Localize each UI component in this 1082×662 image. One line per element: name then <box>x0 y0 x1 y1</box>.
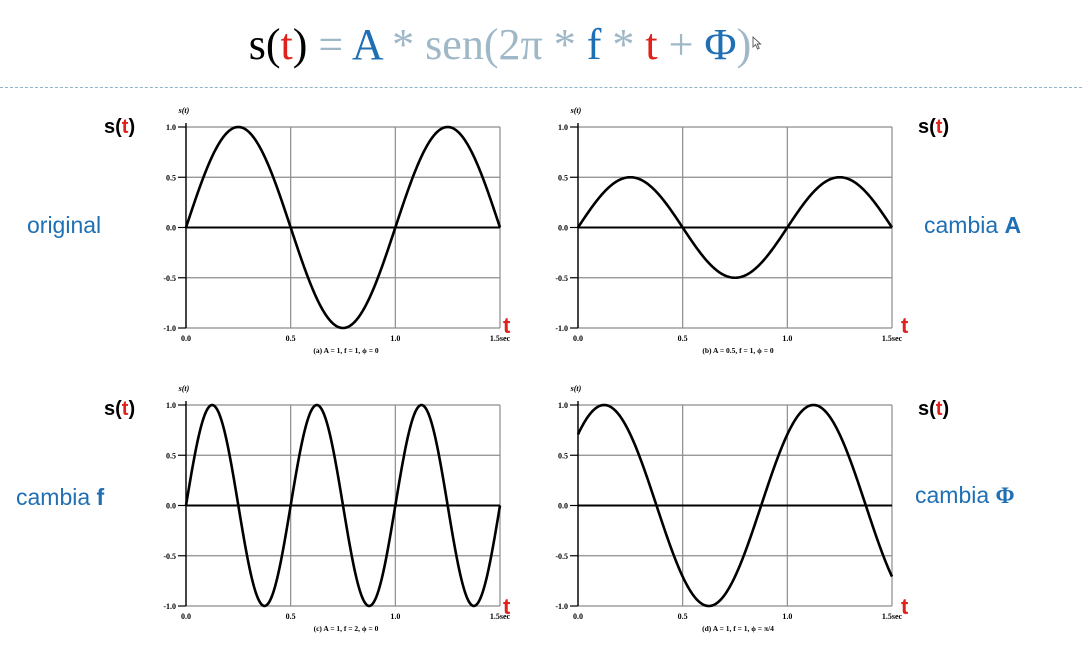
series-line <box>184 403 502 608</box>
formula-t: t <box>280 20 293 69</box>
x-tick-label: 1.5sec <box>882 612 903 621</box>
label-cambia-phi: cambia Φ <box>915 482 1015 508</box>
y-tick-label: -0.5 <box>555 274 568 283</box>
x-tick-label: 0.0 <box>573 612 583 621</box>
label-cambia-f: cambia f <box>16 484 105 510</box>
formula-op: * <box>381 20 426 69</box>
y-tick-label: 0.0 <box>558 224 568 233</box>
formula-plus: + <box>657 20 705 69</box>
chart-caption: (a) A = 1, f = 1, ϕ = 0 <box>313 346 378 355</box>
st-label-bottom-left: s(t) <box>104 398 136 420</box>
x-tick-label: 0.0 <box>181 334 191 343</box>
t-axis-label-b: t <box>901 313 909 338</box>
x-tick-label: 0.5 <box>678 612 688 621</box>
y-tick-label: 0.0 <box>558 502 568 511</box>
header-divider <box>0 87 1082 88</box>
y-tick-label: -1.0 <box>555 324 568 333</box>
y-tick-label: 0.5 <box>558 451 568 460</box>
x-tick-label: 0.5 <box>678 334 688 343</box>
chart-panel-0: 1.0 0.5 0.0 -0.5 -1.0 0.0 0.5 1.0 1.5sec s(t) (a) … <box>163 106 510 355</box>
st-label-top-right: s(t) <box>918 116 950 138</box>
x-tick-label: 1.5sec <box>490 334 511 343</box>
x-tick-label: 1.0 <box>782 334 792 343</box>
x-tick-label: 1.5sec <box>490 612 511 621</box>
label-original: original <box>27 212 102 238</box>
y-tick-label: -0.5 <box>163 552 176 561</box>
y-tick-label: -0.5 <box>555 552 568 561</box>
y-tick-label: 0.0 <box>166 224 176 233</box>
st-label-top-left: s(t) <box>104 116 136 138</box>
chart-panel-3: 1.0 0.5 0.0 -0.5 -1.0 0.0 0.5 1.0 1.5sec s(t) (d) … <box>555 384 902 633</box>
st-label-bottom-right: s(t) <box>918 398 950 420</box>
x-tick-label: 0.5 <box>286 612 296 621</box>
y-tick-label: 0.0 <box>166 502 176 511</box>
y-tick-label: 1.0 <box>558 123 568 132</box>
formula-time: t <box>645 20 658 69</box>
series-line <box>576 403 894 608</box>
x-tick-label: 0.0 <box>181 612 191 621</box>
y-tick-label: -1.0 <box>163 324 176 333</box>
formula-phase: Φ <box>704 20 737 69</box>
formula-op: * <box>601 20 646 69</box>
y-tick-label: -0.5 <box>163 274 176 283</box>
y-tick-label: -1.0 <box>163 602 176 611</box>
y-tick-label: -1.0 <box>555 602 568 611</box>
formula-amplitude: A <box>351 20 382 69</box>
x-tick-label: 1.5sec <box>882 334 903 343</box>
chart-caption: (b) A = 0.5, f = 1, ϕ = 0 <box>702 346 774 355</box>
label-cambia-a: cambia A <box>924 212 1022 238</box>
x-tick-label: 1.0 <box>390 334 400 343</box>
y-tick-label: 0.5 <box>166 451 176 460</box>
chart-panel-2: 1.0 0.5 0.0 -0.5 -1.0 0.0 0.5 1.0 1.5sec s(t) (c) … <box>163 384 510 633</box>
formula-paren: ) <box>736 20 752 69</box>
x-tick-label: 0.0 <box>573 334 583 343</box>
y-axis-label: s(t) <box>570 384 582 393</box>
formula-s: s( <box>248 20 281 69</box>
formula-op: * <box>542 20 587 69</box>
x-tick-label: 0.5 <box>286 334 296 343</box>
formula-title: s(t) = A * sen(2π * f * t + Φ) <box>0 18 1000 72</box>
x-tick-label: 1.0 <box>782 612 792 621</box>
formula-equals: = <box>307 20 352 69</box>
y-tick-label: 0.5 <box>558 173 568 182</box>
t-axis-label-a: t <box>503 313 511 338</box>
y-axis-label: s(t) <box>178 384 190 393</box>
y-tick-label: 1.0 <box>166 123 176 132</box>
chart-caption: (c) A = 1, f = 2, ϕ = 0 <box>314 624 379 633</box>
series-line <box>184 125 502 330</box>
y-tick-label: 1.0 <box>166 401 176 410</box>
t-axis-label-d: t <box>901 594 909 619</box>
t-axis-label-c: t <box>503 594 511 619</box>
mouse-cursor-icon <box>752 36 762 50</box>
formula-paren: ) <box>292 20 308 69</box>
series-line <box>576 175 894 280</box>
chart-panel-1: 1.0 0.5 0.0 -0.5 -1.0 0.0 0.5 1.0 1.5sec s(t) (b) … <box>555 106 902 355</box>
y-axis-label: s(t) <box>178 106 190 115</box>
chart-caption: (d) A = 1, f = 1, ϕ = π/4 <box>702 624 774 633</box>
y-tick-label: 0.5 <box>166 173 176 182</box>
y-axis-label: s(t) <box>570 106 582 115</box>
formula-frequency: f <box>586 20 602 69</box>
formula-sen: sen(2π <box>425 20 543 69</box>
x-tick-label: 1.0 <box>390 612 400 621</box>
y-tick-label: 1.0 <box>558 401 568 410</box>
